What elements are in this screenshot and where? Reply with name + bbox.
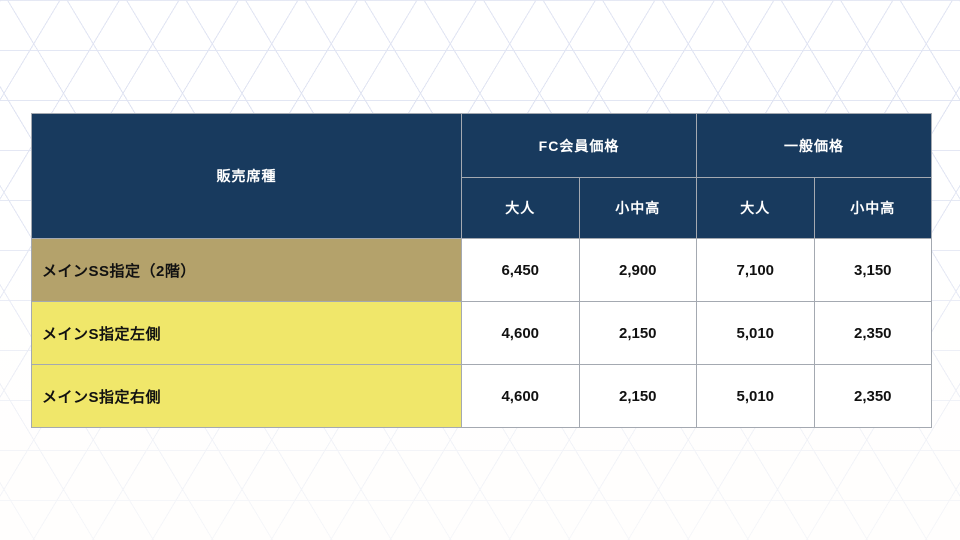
price-cell-general-adult: 7,100: [696, 238, 815, 302]
price-cell-general-student: 2,350: [813, 364, 933, 428]
table-row-main-ss: メインSS指定（2階） 6,450 2,900 7,100 3,150: [31, 238, 933, 302]
price-cell-fc-student: 2,900: [578, 238, 698, 302]
price-cell-fc-adult: 4,600: [461, 364, 580, 428]
price-cell-general-adult: 5,010: [696, 364, 815, 428]
price-cell-fc-student: 2,150: [578, 301, 698, 365]
subheader-cell-fc-student: 小中高: [578, 177, 698, 239]
subheader-cell-general-student: 小中高: [813, 177, 933, 239]
row-label-cell: メインS指定左側: [31, 301, 462, 365]
price-cell-fc-adult: 4,600: [461, 301, 580, 365]
table-row-main-s-right: メインS指定右側 4,600 2,150 5,010 2,350: [31, 364, 933, 428]
row-label-cell: メインS指定右側: [31, 364, 462, 428]
subheader-cell-general-adult: 大人: [696, 177, 815, 239]
price-cell-general-student: 2,350: [813, 301, 933, 365]
row-label-cell: メインSS指定（2階）: [31, 238, 462, 302]
price-cell-general-student: 3,150: [813, 238, 933, 302]
header-cell-seat-type: 販売席種: [31, 113, 462, 239]
price-cell-fc-student: 2,150: [578, 364, 698, 428]
table-row-main-s-left: メインS指定左側 4,600 2,150 5,010 2,350: [31, 301, 933, 365]
price-cell-fc-adult: 6,450: [461, 238, 580, 302]
header-cell-general-price: 一般価格: [696, 113, 933, 178]
price-table: 販売席種 FC会員価格 一般価格 大人 小中高 大人 小中高 メインSS指定（2…: [31, 113, 933, 428]
header-cell-fc-member-price: FC会員価格: [460, 113, 698, 178]
price-cell-general-adult: 5,010: [696, 301, 815, 365]
subheader-cell-fc-adult: 大人: [461, 177, 580, 239]
